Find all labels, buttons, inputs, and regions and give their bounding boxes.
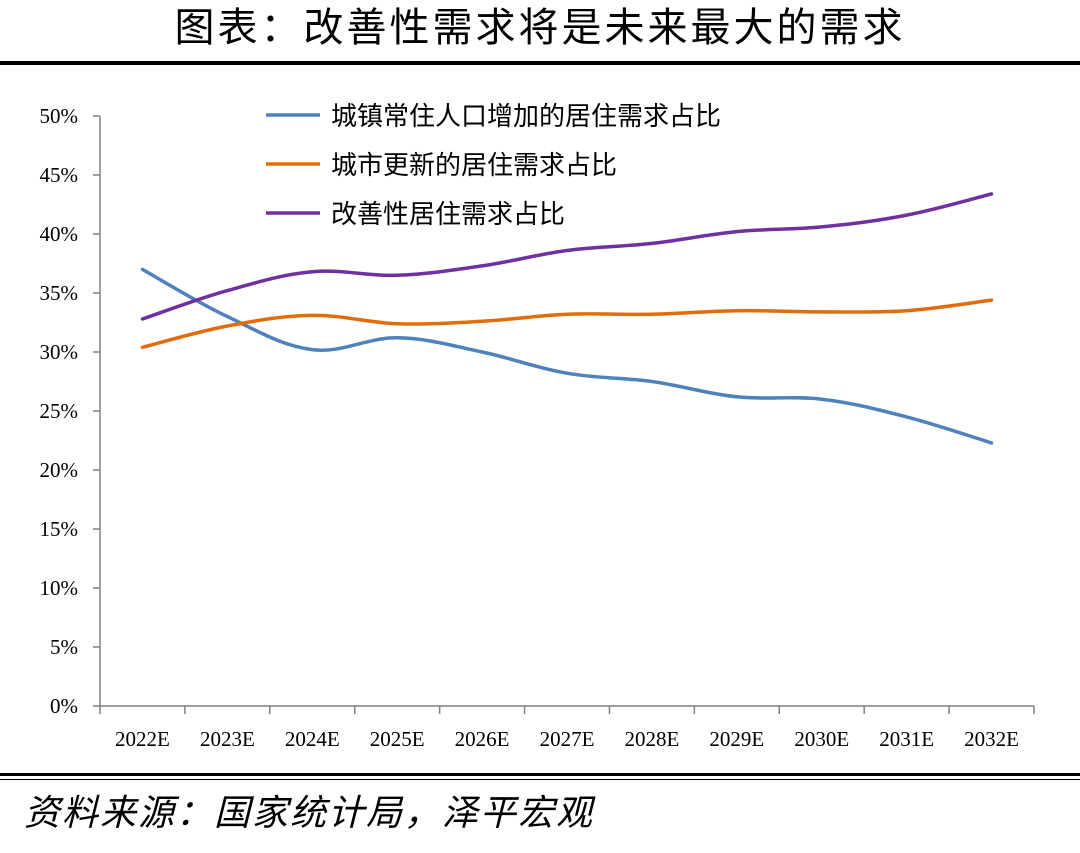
x-axis-ticks: 2022E 2023E 2024E 2025E 2026E 2027E 2028E 2029E… (99, 706, 1035, 751)
x-tick-label: 2030E (794, 727, 849, 751)
x-tick-label: 2028E (624, 727, 679, 751)
y-tick-label: 30% (40, 340, 79, 364)
x-tick-label: 2026E (455, 727, 510, 751)
series-line-urban-population (140, 267, 994, 445)
source-note: 资料来源：国家统计局，泽平宏观 (24, 793, 595, 834)
y-tick-label: 40% (40, 222, 79, 246)
legend-label: 改善性居住需求占比 (331, 200, 565, 230)
x-tick-label: 2029E (709, 727, 764, 751)
legend-label: 城镇常住人口增加的居住需求占比 (331, 102, 721, 132)
y-tick-label: 20% (40, 458, 79, 482)
y-tick-label: 25% (40, 399, 79, 423)
y-tick-label: 35% (40, 281, 79, 305)
x-tick-label: 2027E (540, 727, 595, 751)
x-tick-label: 2024E (285, 727, 340, 751)
y-tick-label: 15% (40, 517, 79, 541)
legend-label: 城市更新的居住需求占比 (331, 151, 617, 181)
x-tick-label: 2022E (115, 727, 170, 751)
series-lines (140, 192, 994, 445)
x-tick-label: 2023E (200, 727, 255, 751)
y-tick-label: 0% (50, 694, 78, 718)
line-chart: 0%5%10%15%20%25%30%35%40%45%50% 2022E 202… (40, 102, 1035, 751)
title-rule (0, 61, 1080, 65)
footer-rule-thick (0, 773, 1080, 776)
series-line-improvement (140, 192, 994, 321)
x-tick-label: 2031E (879, 727, 934, 751)
chart-axes (99, 116, 1034, 707)
y-tick-label: 50% (40, 104, 79, 128)
y-tick-label: 45% (40, 163, 79, 187)
footer-rule-thin (0, 779, 1080, 780)
series-line-urban-renewal (140, 298, 994, 350)
y-axis-ticks: 0% 5% 10% 15% 20% 25% 30% 35% 40% 45% 50% (40, 104, 100, 718)
y-tick-label: 5% (50, 635, 78, 659)
x-tick-label: 2025E (370, 727, 425, 751)
chart-title: 图表：改善性需求将是未来最大的需求 (174, 5, 906, 51)
x-tick-label: 2032E (964, 727, 1019, 751)
y-tick-label: 10% (40, 576, 79, 600)
